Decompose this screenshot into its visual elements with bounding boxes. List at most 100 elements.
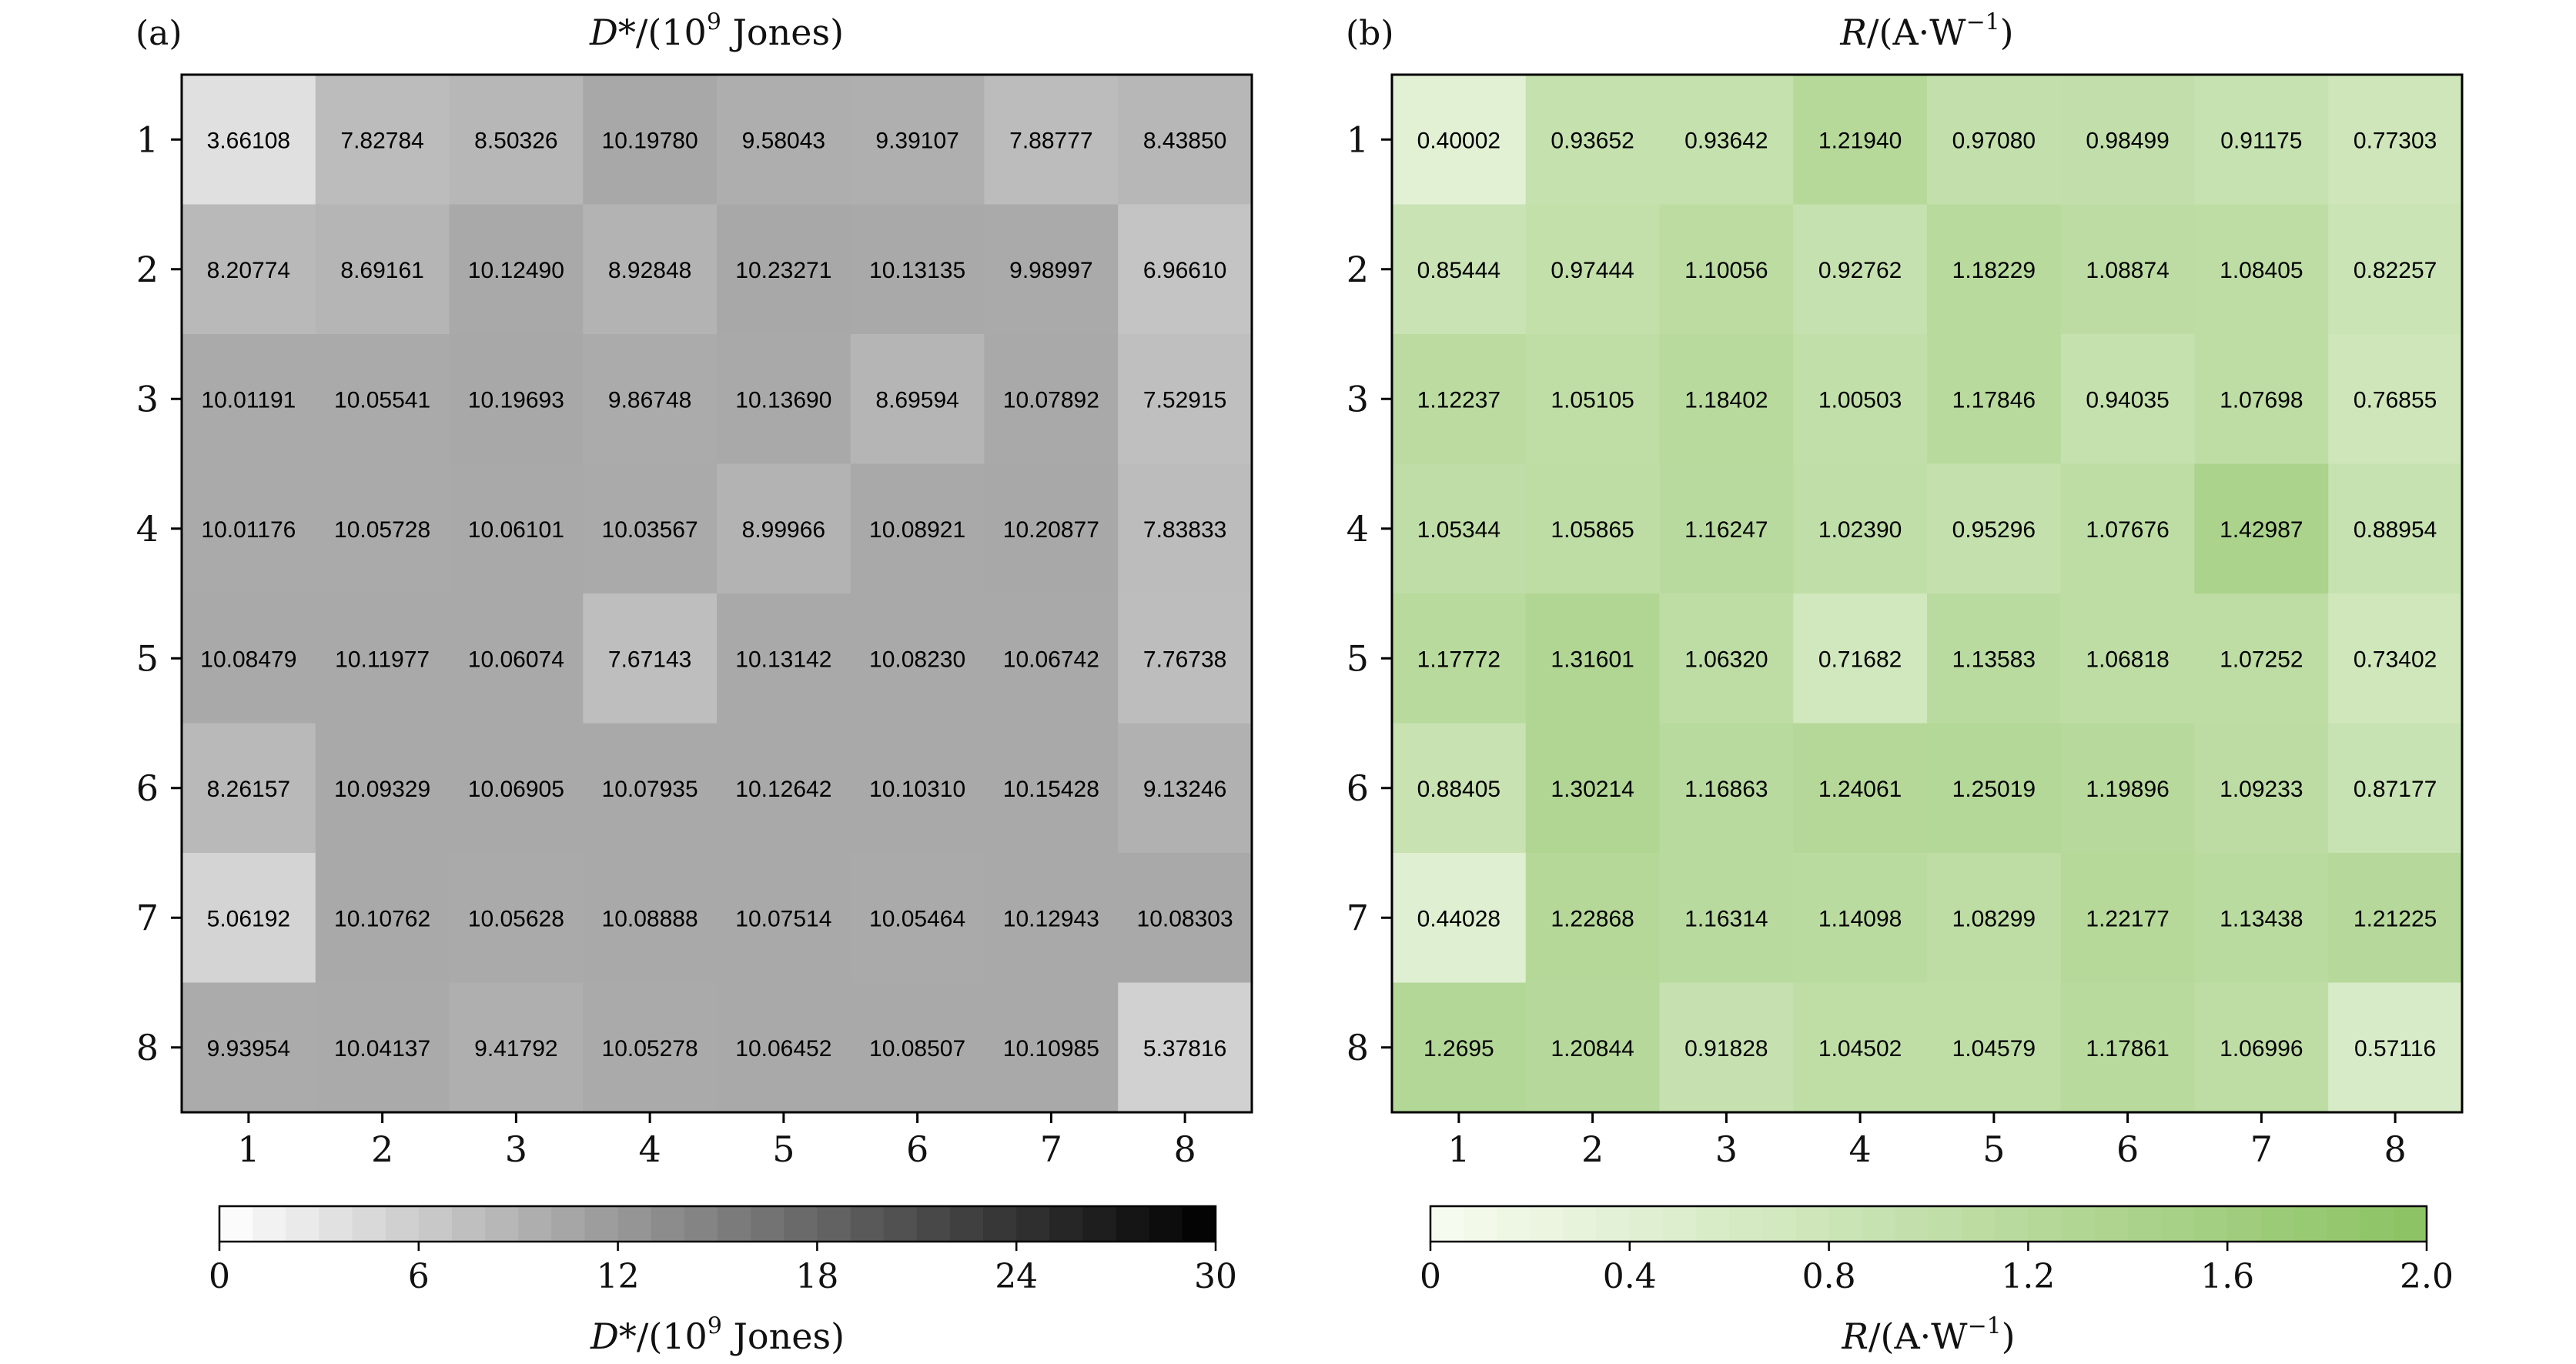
cell-value-label: 1.17772 [1417,647,1500,672]
heatmap-cell [850,204,985,335]
cell-value-label: 1.22868 [1551,906,1634,931]
cell-value-label: 10.05728 [334,517,430,543]
x-tick-label: 6 [2116,1128,2139,1170]
cell-value-label: 10.11977 [335,647,430,672]
cell-value-label: 10.06074 [468,647,564,672]
colorbar-segment [751,1206,785,1242]
colorbar-segment [1662,1206,1697,1242]
colorbar-segment [617,1206,652,1242]
cell-value-label: 1.24061 [1818,777,1902,802]
cell-value-label: 1.08405 [2220,258,2303,283]
cell-value-label: 0.93642 [1684,128,1768,153]
y-tick-label: 2 [136,249,159,290]
heatmap-cell [1793,463,1928,594]
heatmap-cell [1659,463,1794,594]
heatmap-cell [315,75,450,206]
colorbar-tick-label: 6 [408,1257,430,1296]
heatmap-cell [2328,463,2463,594]
x-tick-label: 7 [2250,1128,2273,1170]
cell-value-label: 1.07252 [2220,647,2303,672]
x-tick-label: 6 [906,1128,928,1170]
cell-value-label: 8.92848 [608,258,691,283]
heatmap-cell [850,75,985,206]
cell-value-label: 7.83833 [1143,517,1226,543]
x-tick-label: 8 [2384,1128,2406,1170]
colorbar-segment [2360,1206,2394,1242]
cell-value-label: 1.31601 [1551,647,1634,672]
heatmap-cell [583,463,718,594]
heatmap-cell [984,593,1119,724]
cell-value-label: 1.06320 [1684,647,1768,672]
colorbar-label: D*/(109 Jones) [590,1313,845,1357]
heatmap-cell [984,853,1119,984]
cell-value-label: 8.20774 [207,258,290,283]
panel-title-unit: */(10 [618,12,707,53]
cell-value-label: 7.67143 [608,647,691,672]
heatmap-cell [2328,593,2463,724]
heatmap-cell [2060,853,2196,984]
heatmap-cell [1927,75,2062,206]
heatmap-cell [1525,723,1661,854]
heatmap-cell [1392,593,1527,724]
heatmap-cell [1392,463,1527,594]
colorbar-segment [1828,1206,1863,1242]
cell-value-label: 10.08303 [1137,906,1233,931]
heatmap-cell [1118,204,1253,335]
cell-value-label: 0.87177 [2354,777,2437,802]
colorbar-segment [551,1206,586,1242]
cell-value-label: 10.20877 [1003,517,1099,543]
colorbar-label-superscript: 9 [708,1313,722,1340]
cell-value-label: 10.05541 [334,387,430,413]
cell-value-label: 0.82257 [2354,258,2437,283]
colorbar-segment [1629,1206,1664,1242]
x-tick-label: 3 [1715,1128,1738,1170]
cell-value-label: 5.37816 [1143,1036,1226,1061]
colorbar-segment [2393,1206,2427,1242]
cell-value-label: 1.07676 [2086,517,2169,543]
heatmap-cell [1659,982,1794,1113]
cell-value-label: 10.06452 [735,1036,831,1061]
cell-value-label: 8.69161 [340,258,423,283]
heatmap-cell [449,593,584,724]
cell-value-label: 10.07892 [1003,387,1099,413]
cell-value-label: 0.91175 [2220,128,2302,153]
colorbar: 0 6 12 18 24 30 D*/(109 Jones) [209,1205,1237,1357]
panels: (a) D*/(109 Jones)3.66108 7.82784 8.50326 10… [135,9,2464,1357]
y-tick-label: 1 [1347,119,1369,160]
colorbar-tick-label: 18 [795,1257,838,1296]
cell-value-label: 0.95296 [1952,517,2036,543]
y-tick-label: 1 [136,119,159,160]
cell-value-label: 1.13438 [2220,906,2303,931]
heatmap-cell [1927,593,2062,724]
colorbar-segment [1596,1206,1631,1242]
heatmap-cell [1793,723,1928,854]
colorbar-tick-label: 30 [1194,1257,1237,1296]
y-tick-label: 6 [1347,767,1369,809]
heatmap-cell [1927,723,2062,854]
heatmap-cell [1659,334,1794,465]
heatmap-cell [315,853,450,984]
colorbar-label-unit: */(10 [619,1316,708,1357]
heatmap-cell [449,334,584,465]
plot-frame [180,73,1253,1114]
colorbar-segment [2327,1206,2361,1242]
panel-title-tail: Jones) [721,12,844,53]
panel-title-unit: /(A·W [1867,12,1966,53]
cell-value-label: 1.21225 [2354,906,2437,931]
panel-title: R/(A·W−1) [1839,9,2013,53]
y-tick-label: 8 [1347,1027,1369,1068]
heatmap-cell [717,593,851,724]
heatmap-cell [1118,334,1253,465]
heatmap-cell [182,75,316,206]
colorbar-segment [518,1206,552,1242]
cell-value-label: 9.41792 [474,1036,557,1061]
heatmap-cell [1793,853,1928,984]
colorbar-segment [1116,1206,1150,1242]
x-tick-label: 5 [1982,1128,2005,1170]
colorbar-segment [1082,1206,1117,1242]
cell-value-label: 0.40002 [1417,128,1500,153]
heatmap-cell [2194,723,2329,854]
cell-value-label: 1.21940 [1818,128,1902,153]
heatmap-cell [2060,723,2196,854]
heatmap-cell [315,204,450,335]
